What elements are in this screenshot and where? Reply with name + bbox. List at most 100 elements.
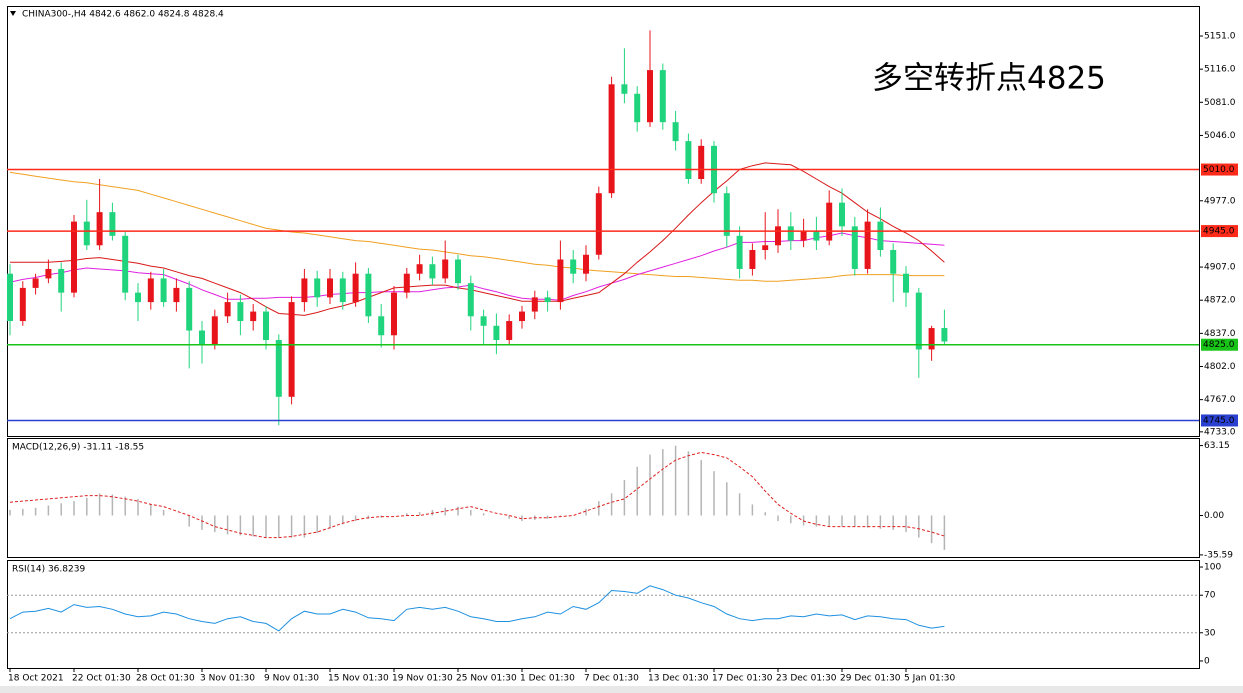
- x-tick-label: 22 Oct 01:30: [72, 674, 131, 684]
- y-tick-label: 30: [1204, 628, 1216, 638]
- candle-body: [685, 141, 692, 180]
- macd-panel-frame: [7, 438, 1200, 558]
- x-tick-label: 1 Dec 01:30: [520, 674, 575, 684]
- y-tick-label: 4767.0: [1204, 395, 1236, 405]
- candle-body: [915, 292, 922, 350]
- y-tick-label: 4837.0: [1204, 329, 1236, 339]
- candle-body: [583, 254, 589, 274]
- candle-body: [263, 311, 269, 340]
- x-tick-label: 17 Dec 01:30: [712, 674, 773, 684]
- main-panel-frame: [7, 6, 1200, 437]
- candle-body: [7, 273, 13, 322]
- x-tick-label: 23 Dec 01:30: [776, 674, 837, 684]
- candle-body: [634, 93, 641, 123]
- candle-body: [941, 328, 948, 342]
- candle-body: [851, 226, 858, 269]
- level-label: 5010.0: [1203, 165, 1235, 175]
- y-tick-label: 70: [1204, 591, 1216, 601]
- candle-body: [813, 231, 820, 241]
- y-tick-label: 5116.0: [1204, 65, 1236, 75]
- candle-body: [199, 330, 205, 345]
- candle-body: [723, 193, 730, 236]
- y-tick-label: 0: [1204, 656, 1210, 666]
- candle-body: [58, 268, 65, 293]
- y-tick-label: 100: [1204, 563, 1221, 573]
- candle-body: [531, 297, 538, 312]
- chart-title: CHINA300-,H4 4842.6 4862.0 4824.8 4828.4: [22, 10, 224, 20]
- candle-body: [96, 212, 103, 246]
- rsi-title: RSI(14) 36.8239: [12, 565, 85, 575]
- candle-body: [237, 302, 244, 322]
- level-tag: [1201, 163, 1238, 176]
- macd-signal: [9, 451, 945, 539]
- candle-body: [455, 259, 461, 284]
- candle-body: [186, 287, 193, 331]
- macd-title: MACD(12,26,9) -31.11 -18.55: [12, 443, 144, 453]
- candle-body: [928, 328, 935, 350]
- candle-body: [147, 278, 154, 303]
- x-tick-label: 19 Nov 01:30: [392, 674, 453, 684]
- candle-body: [493, 325, 500, 340]
- rsi-panel-frame: [7, 560, 1200, 669]
- candle-body: [890, 250, 897, 274]
- candle-body: [775, 226, 781, 246]
- level-tag: [1201, 338, 1238, 351]
- x-tick-label: 25 Nov 01:30: [456, 674, 517, 684]
- candle-body: [365, 273, 372, 317]
- y-tick-label: 4802.0: [1204, 362, 1236, 372]
- candle-body: [122, 235, 129, 293]
- candle-body: [352, 273, 359, 303]
- candle-body: [903, 273, 909, 293]
- y-tick-label: 4907.0: [1204, 263, 1236, 273]
- candle-body: [71, 221, 77, 293]
- x-tick-label: 7 Dec 01:30: [584, 674, 639, 684]
- candle-body: [787, 226, 794, 241]
- candle-body: [826, 202, 833, 241]
- candle-body: [32, 278, 39, 288]
- y-tick-label: 0.00: [1204, 511, 1224, 521]
- x-tick-label: 15 Nov 01:30: [328, 674, 389, 684]
- level-tag: [1201, 414, 1238, 427]
- candle-body: [378, 316, 385, 336]
- y-tick-label: -35.59: [1204, 550, 1233, 560]
- y-tick-label: 5081.0: [1204, 98, 1236, 108]
- candle-body: [672, 122, 679, 142]
- moving-average: [10, 162, 945, 316]
- candle-body: [429, 264, 436, 279]
- y-tick-label: 4733.0: [1204, 427, 1236, 437]
- candle-body: [173, 287, 180, 303]
- candle-body: [211, 316, 218, 345]
- menu-triangle[interactable]: [10, 11, 16, 16]
- candle-body: [19, 287, 26, 322]
- level-label: 4825.0: [1203, 340, 1235, 350]
- x-tick-label: 18 Oct 2021: [8, 674, 64, 684]
- candle-body: [467, 283, 474, 317]
- moving-average: [9, 232, 945, 301]
- candle-body: [749, 250, 756, 269]
- y-tick-label: 5151.0: [1204, 32, 1236, 42]
- candle-body: [442, 259, 449, 279]
- x-tick-label: 28 Oct 01:30: [136, 674, 195, 684]
- y-tick-label: 4872.0: [1204, 296, 1236, 306]
- candle-body: [416, 264, 423, 274]
- candle-body: [160, 278, 167, 303]
- candle-body: [621, 84, 628, 94]
- candle-body: [480, 316, 487, 326]
- candle-body: [109, 212, 116, 236]
- y-tick-label: 4977.0: [1204, 196, 1236, 206]
- candle-body: [45, 268, 52, 279]
- candle-body: [877, 221, 884, 251]
- candle-body: [864, 221, 871, 269]
- candle-body: [800, 231, 807, 241]
- y-tick-label: 5046.0: [1204, 131, 1236, 141]
- candle-body: [250, 311, 257, 322]
- candle-body: [736, 235, 743, 269]
- candle-body: [391, 292, 397, 336]
- scrollbar[interactable]: [0, 686, 1243, 693]
- candle-body: [570, 259, 577, 274]
- x-tick-label: 5 Jan 01:30: [904, 674, 956, 684]
- y-tick-label: 63.15: [1204, 441, 1230, 451]
- candle-body: [135, 292, 141, 303]
- candle-body: [519, 311, 525, 322]
